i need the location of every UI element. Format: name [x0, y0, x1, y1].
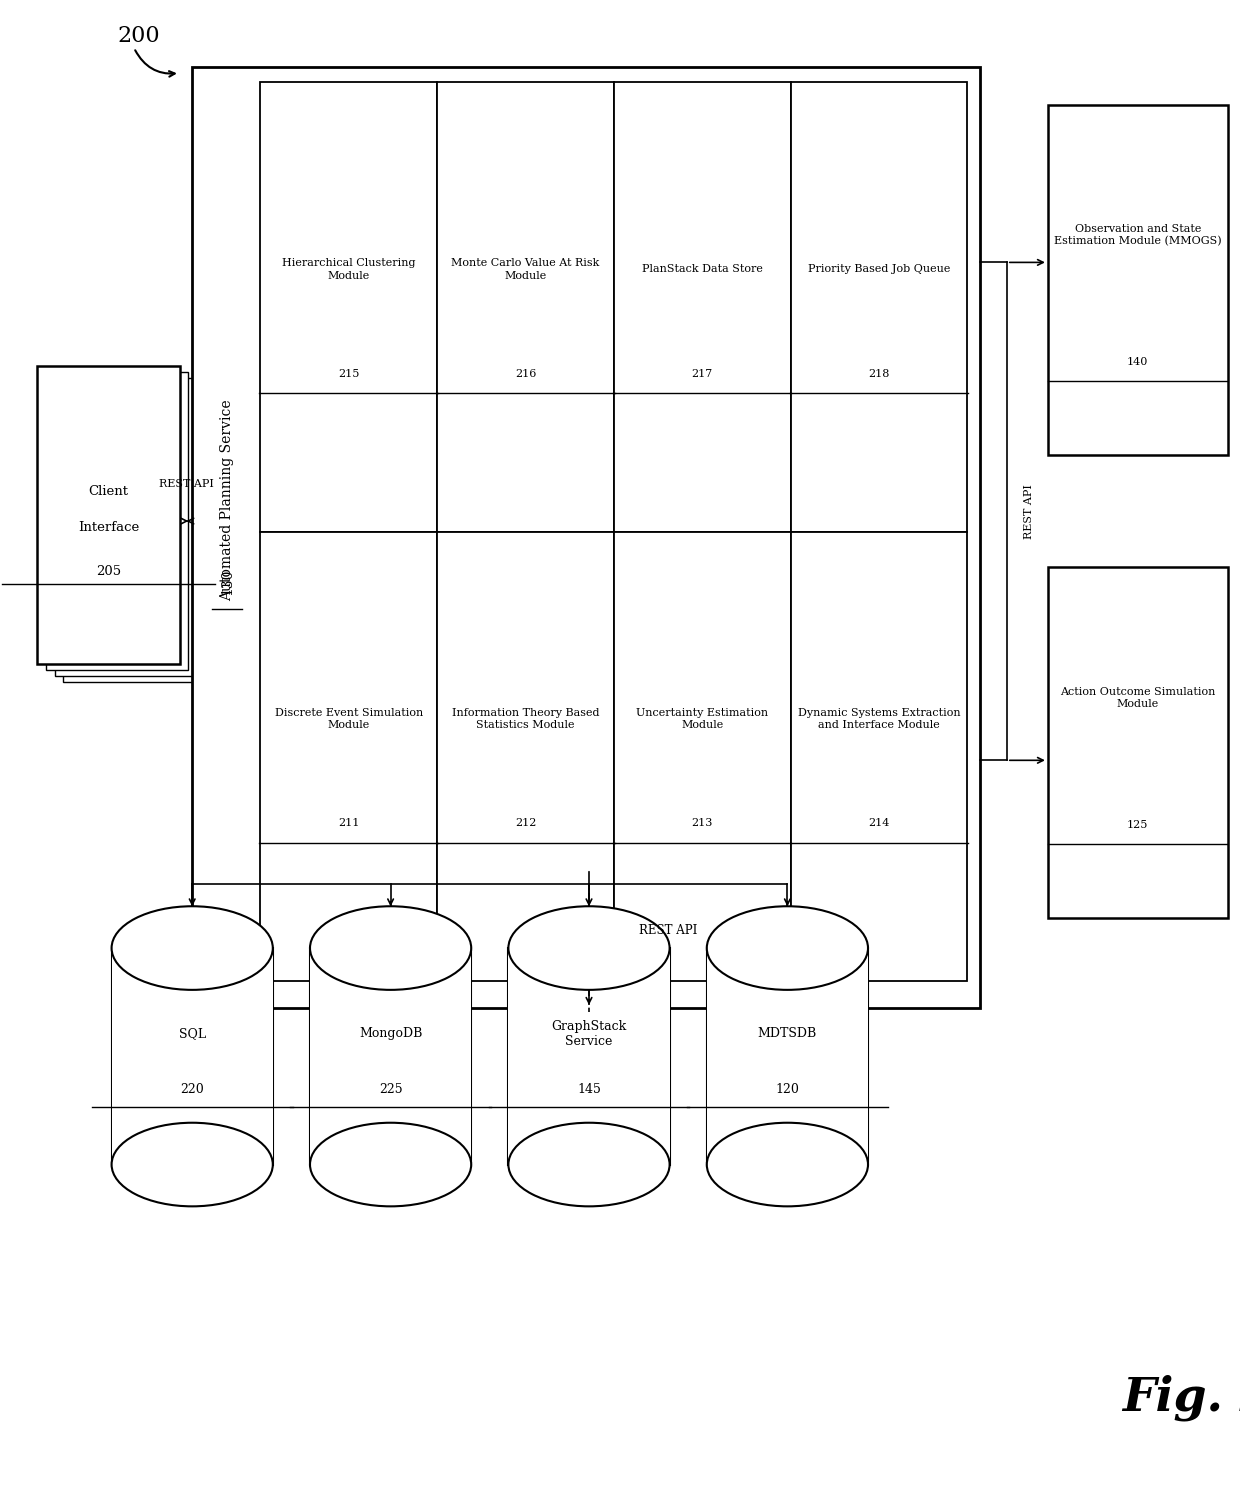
Text: 220: 220 — [180, 1082, 205, 1096]
Text: Dynamic Systems Extraction
and Interface Module: Dynamic Systems Extraction and Interface… — [797, 708, 960, 730]
Text: 145: 145 — [577, 1082, 601, 1096]
Text: REST API: REST API — [639, 924, 697, 938]
Text: Automated Planning Service: Automated Planning Service — [219, 399, 234, 602]
Text: 120: 120 — [775, 1082, 800, 1096]
Text: Monte Carlo Value At Risk
Module: Monte Carlo Value At Risk Module — [451, 258, 600, 281]
FancyBboxPatch shape — [63, 384, 206, 682]
FancyBboxPatch shape — [438, 532, 614, 981]
FancyBboxPatch shape — [1048, 105, 1228, 455]
Text: 214: 214 — [868, 818, 889, 829]
FancyBboxPatch shape — [438, 82, 614, 532]
Text: 130: 130 — [219, 569, 234, 596]
Ellipse shape — [508, 1123, 670, 1206]
FancyBboxPatch shape — [791, 532, 967, 981]
Ellipse shape — [707, 1123, 868, 1206]
Text: 225: 225 — [378, 1082, 403, 1096]
Text: Action Outcome Simulation
Module: Action Outcome Simulation Module — [1060, 687, 1215, 709]
FancyBboxPatch shape — [260, 82, 438, 532]
FancyBboxPatch shape — [112, 948, 273, 1165]
Text: 218: 218 — [868, 369, 889, 379]
Text: PlanStack Data Store: PlanStack Data Store — [642, 264, 763, 275]
Text: 215: 215 — [339, 369, 360, 379]
Ellipse shape — [310, 906, 471, 990]
Ellipse shape — [707, 906, 868, 990]
FancyBboxPatch shape — [260, 532, 438, 981]
Text: 217: 217 — [692, 369, 713, 379]
Ellipse shape — [310, 1123, 471, 1206]
Text: REST API: REST API — [1024, 484, 1034, 539]
Text: 216: 216 — [515, 369, 536, 379]
Text: 205: 205 — [95, 566, 122, 578]
Text: 212: 212 — [515, 818, 536, 829]
Text: Hierarchical Clustering
Module: Hierarchical Clustering Module — [281, 258, 415, 281]
Text: 140: 140 — [1127, 357, 1148, 367]
FancyBboxPatch shape — [707, 948, 868, 1165]
Text: MongoDB: MongoDB — [358, 1027, 423, 1041]
Text: REST API: REST API — [159, 479, 213, 488]
Text: 213: 213 — [692, 818, 713, 829]
Text: Fig. 2: Fig. 2 — [1122, 1375, 1240, 1421]
Ellipse shape — [112, 906, 273, 990]
Text: Discrete Event Simulation
Module: Discrete Event Simulation Module — [274, 708, 423, 730]
FancyBboxPatch shape — [46, 372, 188, 670]
Text: SQL: SQL — [179, 1027, 206, 1041]
Text: Priority Based Job Queue: Priority Based Job Queue — [807, 264, 950, 275]
Text: 200: 200 — [118, 25, 160, 46]
Text: GraphStack
Service: GraphStack Service — [552, 1020, 626, 1048]
Text: Interface: Interface — [78, 521, 139, 533]
Text: Observation and State
Estimation Module (MMOGS): Observation and State Estimation Module … — [1054, 224, 1221, 246]
FancyBboxPatch shape — [310, 948, 471, 1165]
FancyBboxPatch shape — [55, 378, 197, 676]
Text: 125: 125 — [1127, 820, 1148, 830]
Ellipse shape — [508, 906, 670, 990]
Text: 211: 211 — [339, 818, 360, 829]
FancyBboxPatch shape — [614, 532, 791, 981]
Text: Uncertainty Estimation
Module: Uncertainty Estimation Module — [636, 708, 769, 730]
Ellipse shape — [112, 1123, 273, 1206]
FancyBboxPatch shape — [37, 366, 180, 664]
FancyBboxPatch shape — [791, 82, 967, 532]
Text: Client: Client — [88, 485, 129, 497]
Text: Information Theory Based
Statistics Module: Information Theory Based Statistics Modu… — [451, 708, 599, 730]
FancyBboxPatch shape — [614, 82, 791, 532]
Text: MDTSDB: MDTSDB — [758, 1027, 817, 1041]
FancyBboxPatch shape — [1048, 567, 1228, 918]
FancyBboxPatch shape — [192, 67, 980, 1008]
FancyBboxPatch shape — [508, 948, 670, 1165]
